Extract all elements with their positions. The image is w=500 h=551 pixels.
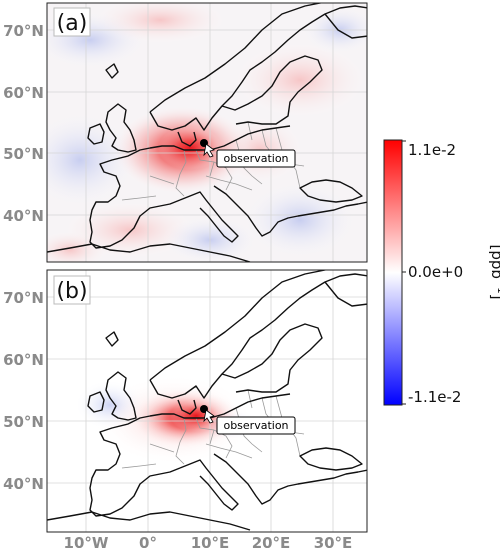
observation-marker-a	[200, 139, 215, 158]
lat-tick-a-70: 70°N	[3, 22, 44, 40]
panel-b: (b) observation 70°N 60°N 50°N 40°N 10°W…	[3, 269, 368, 551]
observation-label-a: observation	[216, 149, 296, 168]
lon-tick-20e: 20°E	[252, 534, 291, 551]
panel-a-label-text: (a)	[57, 11, 88, 36]
colorbar-mid-label: 0.0e+0	[408, 263, 463, 281]
panel-a-frame	[46, 2, 368, 263]
lat-tick-b-40: 40°N	[3, 475, 44, 493]
panel-b-label: (b)	[53, 275, 91, 305]
panel-a: (a) observation 70°N 60°N 50°N 40°N	[3, 2, 368, 263]
panel-b-label-text: (b)	[56, 279, 87, 304]
observation-label-a-text: observation	[223, 152, 288, 165]
lat-tick-b-70: 70°N	[3, 289, 44, 307]
observation-label-b-text: observation	[223, 419, 288, 432]
lat-tick-a-50: 50°N	[3, 145, 44, 163]
lon-tick-0: 0°	[139, 534, 157, 551]
colorbar: 1.1e-2 0.0e+0 -1.1e-2 [ppb−1]	[383, 139, 500, 406]
colorbar-gradient	[383, 139, 403, 406]
colorbar-unit: [ppb−1]	[488, 244, 500, 299]
lat-tick-a-60: 60°N	[3, 84, 44, 102]
observation-marker-b	[200, 405, 215, 424]
panel-b-frame	[46, 269, 368, 533]
lat-tick-b-50: 50°N	[3, 413, 44, 431]
panel-a-label: (a)	[53, 7, 91, 37]
panel-a-map	[47, 3, 367, 262]
lon-tick-10e: 10°E	[191, 534, 230, 551]
lon-tick-10w: 10°W	[64, 534, 109, 551]
colorbar-min-label: -1.1e-2	[408, 388, 461, 406]
lat-tick-a-40: 40°N	[3, 207, 44, 225]
lat-tick-b-60: 60°N	[3, 351, 44, 369]
colorbar-max-label: 1.1e-2	[408, 141, 456, 159]
observation-label-b: observation	[216, 416, 296, 435]
lon-tick-30e: 30°E	[314, 534, 353, 551]
